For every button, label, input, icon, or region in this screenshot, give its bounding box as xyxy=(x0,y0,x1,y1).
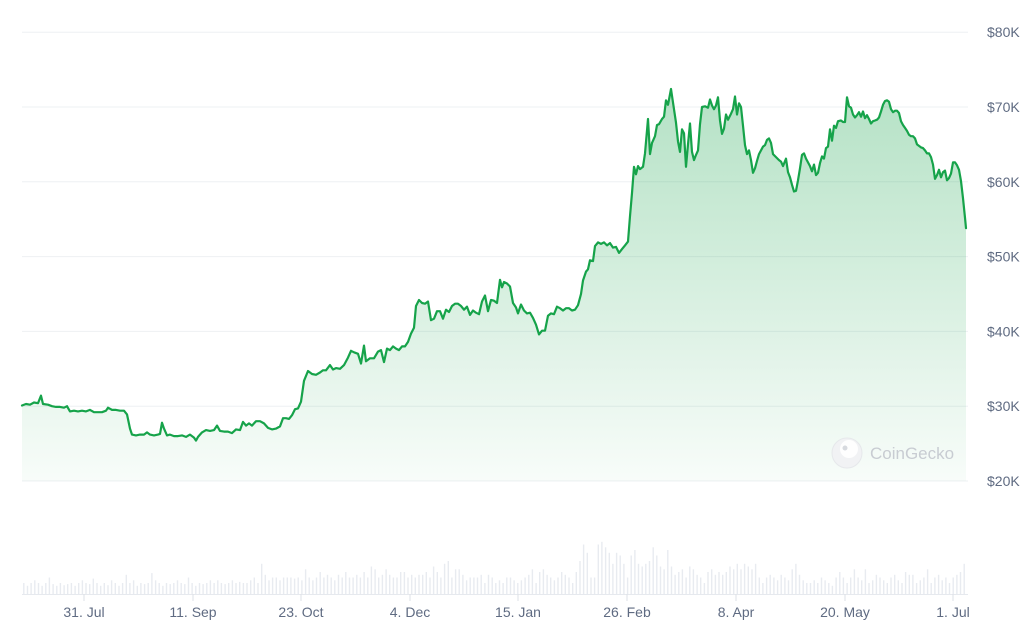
y-tick-label: $70K xyxy=(987,99,1020,115)
price-line xyxy=(20,87,968,442)
watermark-text: CoinGecko xyxy=(870,444,954,463)
x-tick-label: 23. Oct xyxy=(278,604,323,620)
y-tick-label: $40K xyxy=(987,323,1020,339)
gecko-logo-icon xyxy=(831,437,863,469)
coingecko-watermark: CoinGecko xyxy=(831,437,954,469)
price-area-fill xyxy=(22,89,966,481)
x-tick-label: 20. May xyxy=(820,604,870,620)
y-axis-labels: $80K $70K $60K $50K $40K $30K $20K xyxy=(987,24,1020,489)
y-tick-label: $30K xyxy=(987,398,1020,414)
y-tick-label: $80K xyxy=(987,24,1020,40)
y-tick-label: $20K xyxy=(987,473,1020,489)
x-tick-label: 31. Jul xyxy=(63,604,104,620)
x-tick-label: 26. Feb xyxy=(603,604,651,620)
y-tick-label: $50K xyxy=(987,249,1020,265)
volume-bars xyxy=(22,541,968,595)
x-axis-labels: 31. Jul 11. Sep 23. Oct 4. Dec 15. Jan 26. Fe… xyxy=(63,594,970,620)
x-tick-label: 8. Apr xyxy=(718,604,755,620)
x-tick-label: 4. Dec xyxy=(390,604,430,620)
x-tick-label: 11. Sep xyxy=(169,604,216,620)
y-tick-label: $60K xyxy=(987,174,1020,190)
x-tick-label: 1. Jul xyxy=(936,604,969,620)
x-tick-label: 15. Jan xyxy=(495,604,541,620)
